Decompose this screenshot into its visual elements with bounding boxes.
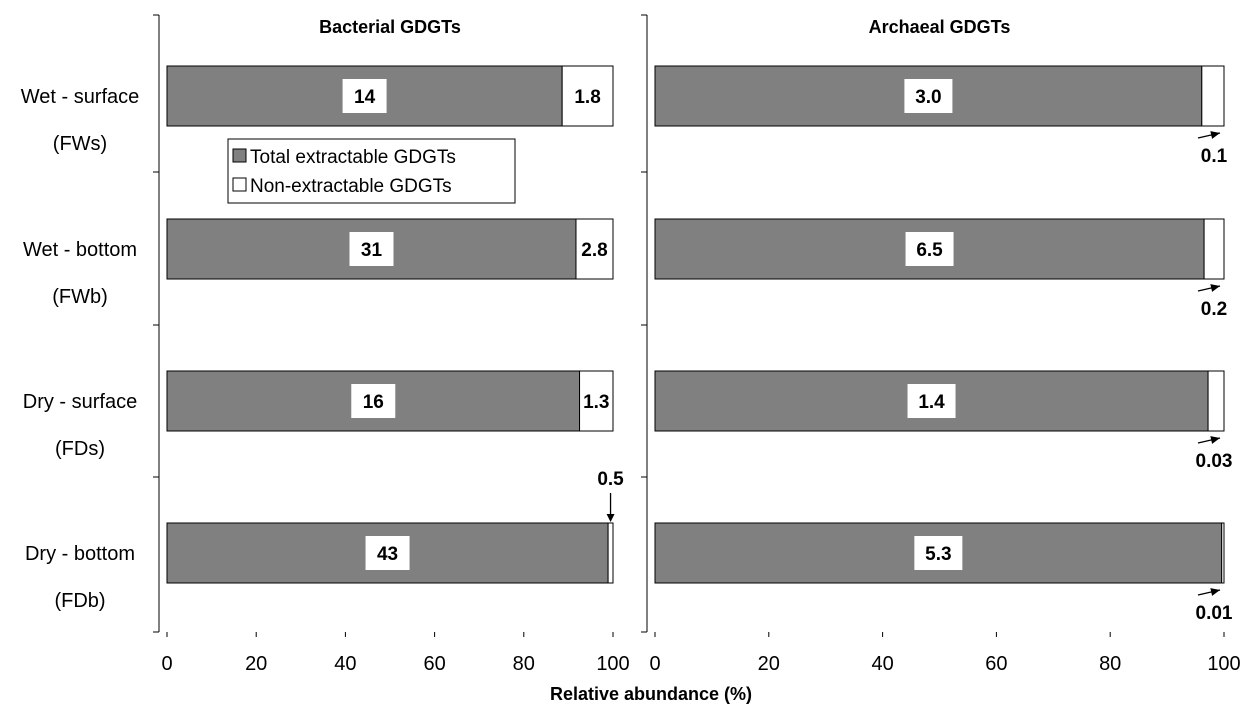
legend-label: Non-extractable GDGTs (250, 176, 452, 197)
non-extractable-value-label: 1.3 (583, 392, 609, 413)
x-tick-label: 60 (423, 653, 445, 675)
annotation-arrow-head (606, 514, 615, 522)
non-extractable-value-label: 0.1 (1201, 146, 1228, 167)
x-tick-label: 60 (985, 653, 1007, 675)
category-label: Wet - surface (21, 86, 140, 108)
bar-non-extractable (1221, 522, 1225, 584)
x-tick-label: 40 (334, 653, 356, 675)
category-label: Dry - surface (23, 391, 137, 413)
bar-non-extractable (579, 370, 614, 432)
x-tick-label: 100 (1207, 653, 1240, 675)
category-code-label: (FDb) (54, 590, 105, 612)
annotation-arrow-head (1210, 284, 1220, 292)
total-value-label: 3.0 (915, 87, 941, 108)
x-axis-label: Relative abundance (%) (550, 684, 752, 704)
total-value-label: 16 (363, 392, 384, 413)
bar-non-extractable (1207, 370, 1225, 432)
x-tick-label: 0 (161, 653, 172, 675)
non-extractable-value-label: 0.03 (1196, 451, 1233, 472)
x-tick-label: 100 (596, 653, 629, 675)
category-label: Wet - bottom (23, 239, 137, 261)
total-label-box (914, 536, 963, 570)
non-extractable-value-label: 0.5 (597, 469, 624, 490)
total-value-label: 31 (361, 240, 383, 261)
legend-label: Total extractable GDGTs (250, 147, 456, 168)
total-value-label: 14 (354, 87, 376, 108)
x-tick-label: 0 (649, 653, 660, 675)
total-label-box (351, 384, 396, 418)
category-code-label: (FWb) (52, 286, 108, 308)
total-value-label: 5.3 (925, 544, 951, 565)
x-tick-label: 80 (513, 653, 535, 675)
annotation-arrow-head (1210, 131, 1220, 139)
annotation-arrow-head (1210, 436, 1220, 444)
total-value-label: 6.5 (916, 240, 943, 261)
total-label-box (365, 536, 410, 570)
panel-archaeal: Archaeal GDGTs 0 20 40 60 80 100 3.0 0.1 6.5 0.2 1.… (641, 14, 1241, 675)
total-label-box (342, 79, 387, 113)
legend-swatch (232, 148, 247, 163)
panel-title: Archaeal GDGTs (869, 17, 1011, 37)
x-tick-label: 80 (1099, 653, 1121, 675)
x-tick-label: 20 (758, 653, 780, 675)
legend-box (227, 138, 516, 204)
x-tick-label: 20 (245, 653, 267, 675)
bar-non-extractable (1203, 218, 1225, 280)
bar-non-extractable (561, 65, 614, 127)
total-label-box (349, 232, 394, 266)
annotation-arrow-head (1210, 588, 1220, 596)
category-code-label: (FWs) (53, 133, 107, 155)
category-label: Dry - bottom (25, 543, 135, 565)
bar-non-extractable (1201, 65, 1225, 127)
bar-non-extractable (607, 522, 614, 584)
total-label-box (904, 79, 953, 113)
panel-bacterial: Bacterial GDGTs 0 20 40 60 80 100 14 1.8 31 2.8 16 1… (153, 14, 630, 675)
category-code-label: (FDs) (55, 438, 105, 460)
legend-swatch (232, 177, 247, 192)
total-label-box (905, 232, 954, 266)
total-value-label: 43 (377, 544, 398, 565)
non-extractable-value-label: 1.8 (574, 87, 600, 108)
total-value-label: 1.4 (918, 392, 945, 413)
bar-non-extractable (575, 218, 614, 280)
non-extractable-value-label: 0.01 (1196, 603, 1233, 624)
non-extractable-value-label: 0.2 (1201, 299, 1227, 320)
x-tick-label: 40 (871, 653, 893, 675)
total-label-box (907, 384, 956, 418)
panel-title: Bacterial GDGTs (319, 17, 461, 37)
non-extractable-value-label: 2.8 (581, 240, 607, 261)
